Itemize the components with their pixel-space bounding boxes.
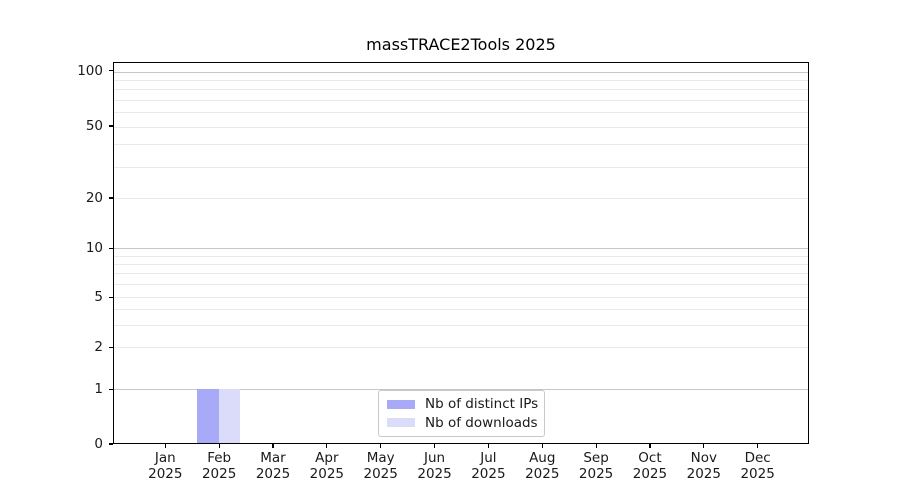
y-tick-mark-1 (109, 388, 113, 390)
x-tick-month: May (366, 450, 395, 466)
minor-gridline-y-4 (114, 309, 808, 311)
x-tick-label-feb: Feb 2025 (189, 450, 249, 482)
y-tick-label-50: 50 (85, 117, 103, 134)
x-tick-year: 2025 (471, 465, 506, 482)
minor-gridline-y-70 (114, 100, 808, 102)
legend-label-downloads: Nb of downloads (425, 414, 538, 431)
y-tick-label-100: 100 (77, 62, 103, 79)
x-tick-mark-mar (272, 444, 274, 448)
x-tick-month: Apr (315, 450, 339, 466)
x-tick-label-may: May 2025 (351, 450, 411, 482)
x-tick-label-aug: Aug 2025 (512, 450, 572, 482)
x-tick-year: 2025 (201, 465, 237, 482)
x-tick-month: Jul (480, 450, 497, 466)
minor-gridline-y-9 (114, 255, 808, 257)
x-tick-label-mar: Mar 2025 (243, 450, 303, 482)
minor-gridline-y-60 (114, 112, 808, 114)
y-tick-label-2: 2 (94, 339, 103, 356)
minor-gridline-y-30 (114, 166, 808, 168)
y-tick-mark-50 (109, 125, 113, 127)
x-tick-label-dec: Dec 2025 (728, 450, 788, 482)
x-tick-month: Mar (260, 450, 286, 466)
x-tick-label-jun: Jun 2025 (405, 450, 465, 482)
gridline-y-10 (114, 248, 808, 250)
x-tick-mark-jul (487, 444, 489, 448)
x-tick-year: 2025 (632, 465, 668, 482)
minor-gridline-y-80 (114, 89, 808, 91)
x-tick-mark-nov (703, 444, 705, 448)
chart-title: massTRACE2Tools 2025 (366, 35, 556, 54)
minor-gridline-y-7 (114, 273, 808, 275)
x-tick-month: Dec (744, 450, 771, 466)
x-tick-mark-apr (326, 444, 328, 448)
gridline-y-5 (114, 297, 808, 299)
x-tick-label-jul: Jul 2025 (458, 450, 518, 482)
x-tick-month: Jun (424, 450, 446, 466)
gridline-y-100 (114, 71, 808, 73)
x-tick-month: Oct (638, 450, 662, 466)
bar-distinct-ips-feb (197, 388, 219, 443)
x-tick-year: 2025 (148, 465, 183, 482)
minor-gridline-y-8 (114, 264, 808, 266)
y-tick-label-0: 0 (94, 436, 103, 452)
x-tick-month: Feb (207, 450, 232, 466)
legend-item-distinct-ips: Nb of distinct IPs (387, 396, 539, 413)
x-tick-year: 2025 (525, 465, 560, 482)
bar-downloads-feb (218, 388, 241, 443)
y-tick-mark-10 (109, 247, 113, 249)
x-tick-year: 2025 (255, 465, 291, 482)
y-tick-mark-0 (109, 443, 113, 445)
y-tick-label-10: 10 (85, 240, 103, 257)
y-tick-mark-100 (109, 70, 113, 72)
legend-item-downloads: Nb of downloads (387, 414, 538, 431)
x-tick-year: 2025 (740, 465, 775, 482)
x-tick-year: 2025 (578, 465, 614, 482)
x-tick-year: 2025 (309, 465, 345, 482)
x-tick-mark-sep (595, 444, 597, 448)
x-tick-mark-oct (649, 444, 651, 448)
y-tick-label-5: 5 (94, 289, 103, 306)
x-tick-month: Jan (154, 450, 176, 466)
x-tick-mark-may (380, 444, 382, 448)
y-tick-label-1: 1 (94, 381, 103, 398)
x-tick-label-apr: Apr 2025 (297, 450, 357, 482)
gridline-y-2 (114, 346, 808, 348)
minor-gridline-y-40 (114, 144, 808, 146)
x-tick-mark-feb (218, 444, 220, 448)
legend-swatch-downloads (387, 417, 415, 428)
x-tick-month: Nov (690, 450, 717, 466)
legend-swatch-distinct-ips (387, 399, 415, 410)
gridline-y-1 (114, 388, 808, 390)
gridline-y-50 (114, 126, 808, 128)
x-tick-label-nov: Nov 2025 (674, 450, 734, 482)
y-tick-mark-2 (109, 346, 113, 348)
legend: Nb of distinct IPs Nb of downloads (378, 390, 545, 437)
x-tick-year: 2025 (417, 465, 452, 482)
x-tick-label-sep: Sep 2025 (566, 450, 626, 482)
x-tick-month: Sep (583, 450, 609, 466)
x-tick-month: Aug (529, 450, 556, 466)
x-tick-mark-dec (757, 444, 759, 448)
x-tick-year: 2025 (363, 465, 398, 482)
y-tick-mark-5 (109, 296, 113, 298)
minor-gridline-y-6 (114, 284, 808, 286)
x-tick-mark-aug (541, 444, 543, 448)
x-tick-year: 2025 (686, 465, 721, 482)
y-tick-mark-20 (109, 197, 113, 199)
minor-gridline-y-3 (114, 324, 808, 326)
x-tick-mark-jan (164, 444, 166, 448)
plot-area: Nb of distinct IPs Nb of downloads (113, 62, 809, 444)
x-tick-label-jan: Jan 2025 (135, 450, 195, 482)
gridline-y-20 (114, 198, 808, 200)
x-tick-label-oct: Oct 2025 (620, 450, 680, 482)
legend-label-distinct-ips: Nb of distinct IPs (425, 396, 539, 413)
minor-gridline-y-90 (114, 80, 808, 82)
y-tick-label-20: 20 (85, 189, 103, 206)
x-tick-mark-jun (433, 444, 436, 448)
